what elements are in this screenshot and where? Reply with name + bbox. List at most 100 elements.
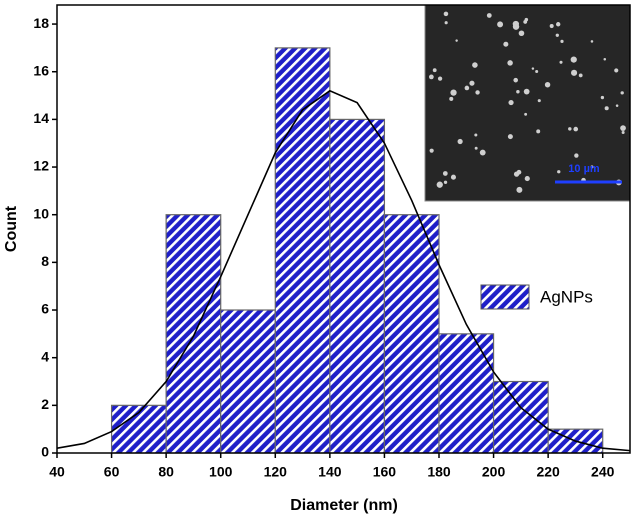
particle (590, 40, 594, 43)
x-tick-label: 200 (482, 464, 506, 480)
x-tick-label: 120 (264, 464, 288, 480)
x-tick-label: 240 (591, 464, 615, 480)
particle (507, 60, 513, 66)
particle (516, 186, 523, 193)
particle (524, 176, 530, 182)
x-tick-label: 100 (209, 464, 233, 480)
x-tick-label: 180 (427, 464, 451, 480)
y-tick-label: 10 (33, 205, 49, 221)
particle (507, 134, 513, 140)
particle (524, 112, 528, 116)
particle (523, 88, 530, 95)
particle (432, 68, 437, 73)
particle (437, 76, 443, 81)
particle (474, 133, 478, 137)
x-tick-label: 160 (373, 464, 397, 480)
bar (383, 214, 440, 454)
particle (449, 96, 454, 101)
particle (450, 89, 457, 96)
particle (603, 57, 607, 61)
y-tick-label: 8 (41, 253, 49, 269)
bar (220, 309, 276, 454)
particle (516, 89, 520, 94)
particle (620, 91, 624, 95)
particle (615, 104, 619, 107)
particle (559, 60, 563, 64)
particle (549, 24, 554, 29)
bar (438, 333, 495, 454)
y-tick-label: 6 (41, 301, 49, 317)
x-axis-label: Diameter (nm) (290, 497, 398, 514)
particle (497, 21, 504, 28)
x-tick-label: 80 (158, 464, 174, 480)
particle (444, 21, 448, 25)
particle (429, 148, 434, 153)
particle (621, 131, 625, 135)
particle (518, 30, 525, 37)
particle (436, 181, 443, 188)
particle (512, 20, 519, 28)
fit-curve (57, 89, 630, 452)
particle (486, 13, 492, 18)
y-tick-label: 4 (41, 348, 49, 364)
particle (455, 39, 458, 42)
y-tick-label: 18 (33, 15, 49, 31)
particle (443, 180, 448, 184)
x-tick-label: 220 (536, 464, 560, 480)
particle (590, 165, 594, 169)
particle (620, 125, 626, 131)
particle (570, 56, 577, 63)
inset-image: 10 µm (424, 4, 631, 202)
y-tick-label: 12 (33, 158, 49, 174)
legend-label: AgNPs (540, 287, 593, 306)
particle (571, 69, 578, 76)
particle (464, 85, 470, 91)
particle (578, 73, 583, 78)
particle (479, 149, 486, 156)
particle (508, 99, 514, 106)
particle (531, 67, 535, 70)
particle (503, 41, 509, 47)
particle (443, 11, 449, 17)
bar (165, 214, 222, 454)
y-axis-label: Count (3, 205, 20, 252)
particle (536, 129, 541, 134)
particle (614, 68, 619, 73)
bar (274, 47, 331, 454)
plot-frame (56, 4, 631, 454)
bar (329, 118, 386, 454)
y-tick-label: 16 (33, 62, 49, 78)
particle (457, 138, 463, 145)
y-tick-label: 0 (41, 444, 49, 460)
particle (560, 39, 564, 43)
x-tick-label: 140 (318, 464, 342, 480)
particle (556, 22, 561, 27)
particle (472, 62, 478, 68)
particle (474, 146, 478, 150)
particle (513, 171, 520, 177)
particle (523, 20, 528, 24)
particle (537, 99, 541, 103)
particle (469, 80, 475, 86)
particle (574, 153, 579, 158)
particle (573, 126, 579, 132)
y-tick-label: 2 (41, 396, 49, 412)
particle (428, 74, 434, 80)
legend: AgNPs (480, 284, 593, 310)
particle (604, 106, 609, 111)
particle (544, 82, 551, 88)
x-tick-label: 60 (104, 464, 120, 480)
legend-swatch (480, 284, 530, 310)
particle (442, 171, 448, 176)
particle (555, 33, 559, 37)
particle (450, 174, 456, 180)
particle (568, 127, 572, 131)
bar (492, 380, 549, 454)
particle (535, 69, 539, 73)
y-tick-label: 14 (33, 110, 49, 126)
particle (600, 95, 605, 100)
scale-label: 10 µm (568, 163, 600, 175)
particle (557, 170, 561, 174)
particle (475, 90, 480, 95)
